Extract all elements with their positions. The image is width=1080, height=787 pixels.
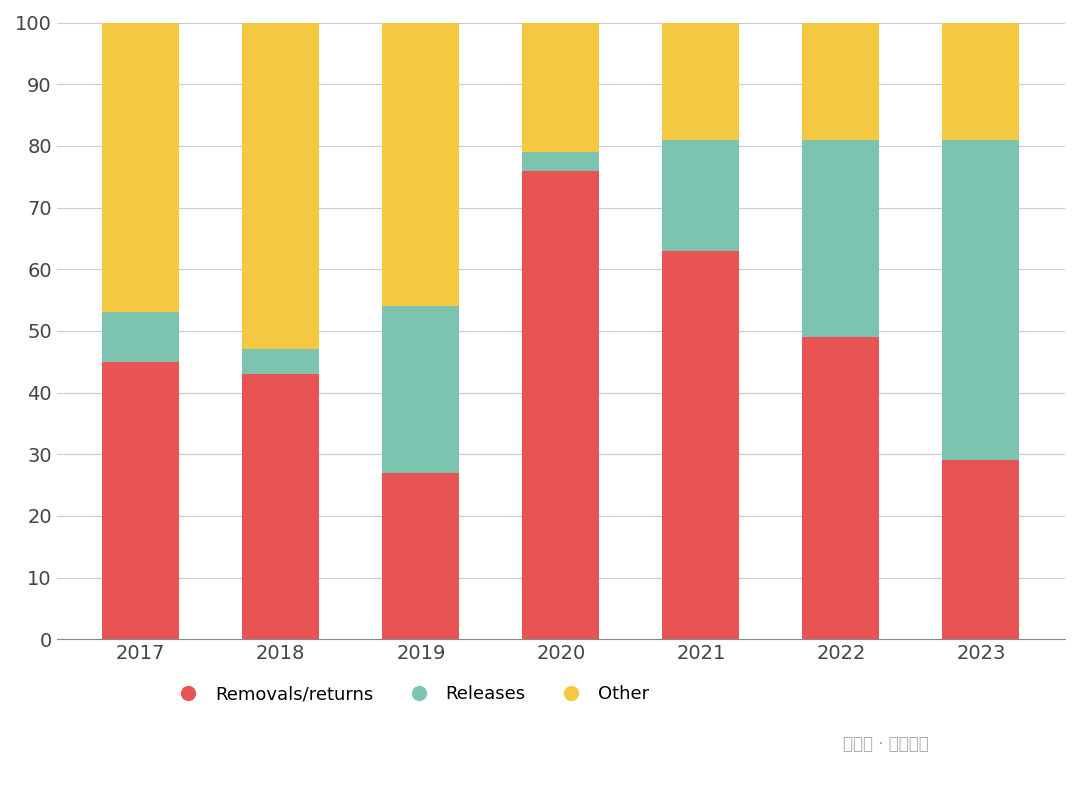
Bar [242,349,320,374]
Bar [242,374,320,639]
Bar [103,312,179,362]
Bar [943,23,1020,139]
Bar [662,139,740,251]
Text: 公众号 · 底线思维: 公众号 · 底线思维 [842,735,929,752]
Bar [523,23,599,152]
Bar [382,306,459,473]
Bar [523,152,599,171]
Legend: Removals/returns, Releases, Other: Removals/returns, Releases, Other [163,678,657,711]
Bar [103,362,179,639]
Bar [662,23,740,139]
Bar [802,139,879,337]
Bar [523,171,599,639]
Bar [662,251,740,639]
Bar [943,139,1020,460]
Bar [802,337,879,639]
Bar [103,23,179,312]
Bar [802,23,879,139]
Bar [943,460,1020,639]
Bar [382,23,459,306]
Bar [242,23,320,349]
Bar [382,473,459,639]
